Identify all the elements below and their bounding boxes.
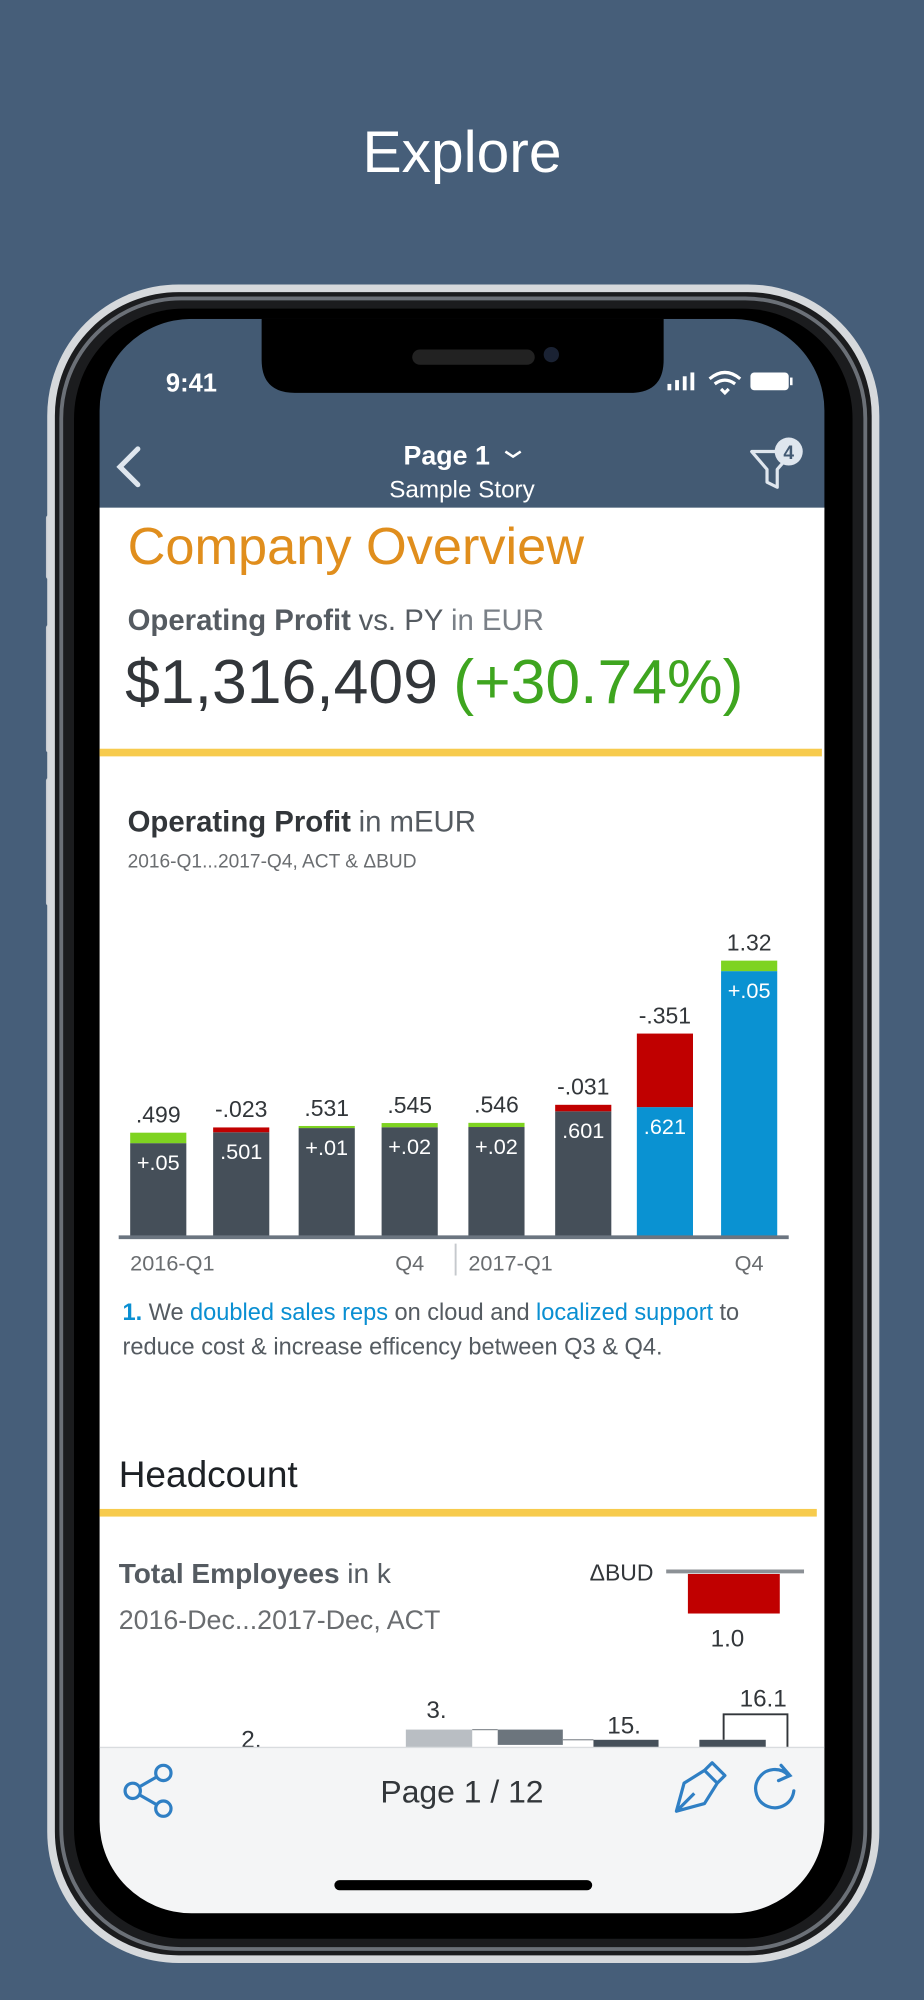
annotate-button[interactable]	[674, 1761, 727, 1813]
bar-base	[468, 1127, 525, 1238]
page-title: Explore	[362, 120, 561, 185]
section-divider	[99, 748, 822, 757]
bar-top-label: -.023	[215, 1096, 267, 1122]
filter-badge	[774, 437, 803, 466]
x-tick-label: Q4	[395, 1250, 424, 1275]
comment-part: on cloud and	[394, 1300, 529, 1326]
nav-page-chevron[interactable]	[504, 450, 522, 459]
overview-kpi-label: Operating Profit vs. PY in EUR	[128, 604, 544, 637]
partial-label: 2.	[241, 1726, 261, 1753]
headcount-kpi: Total Employees in k	[119, 1558, 392, 1589]
nav-page[interactable]: Page 1	[403, 440, 489, 470]
section-divider	[99, 1508, 817, 1517]
nav-story: Sample Story	[389, 476, 535, 503]
bar-base	[721, 971, 778, 1238]
comment-part: to	[719, 1300, 739, 1326]
bar-inner-label: +.02	[475, 1134, 518, 1159]
page-indicator: Page 1 / 12	[380, 1773, 543, 1809]
bar-delta	[213, 1127, 270, 1133]
bar-delta	[721, 960, 778, 972]
comment-part: doubled sales reps	[190, 1300, 388, 1326]
overview-title: Company Overview	[128, 518, 585, 576]
comment-part: 1.	[123, 1300, 143, 1326]
partial-bar	[497, 1729, 563, 1745]
bar-inner-label: +.05	[728, 978, 771, 1003]
delta-value: 1.0	[711, 1626, 745, 1653]
speaker	[412, 349, 535, 365]
bar-top-label: 1.32	[727, 929, 772, 955]
phone-frame-inner	[59, 296, 868, 1951]
bar-inner-label: .501	[220, 1139, 262, 1164]
kpi-change: (+30.74%)	[453, 647, 743, 717]
chart-title: Operating Profit	[128, 806, 352, 839]
delta-bar	[687, 1573, 780, 1614]
partial-label: 15.	[607, 1712, 641, 1739]
bar-base	[555, 1111, 612, 1238]
comment-part: reduce cost & increase efficency between…	[123, 1335, 663, 1361]
partial-bar	[593, 1739, 659, 1750]
chart-heading: Operating Profit in mEUR	[128, 806, 476, 839]
refresh-button[interactable]	[754, 1763, 796, 1810]
bar-delta	[636, 1033, 693, 1108]
bar-inner-label: +.05	[137, 1150, 180, 1175]
bar-inner-label: .621	[644, 1114, 686, 1139]
bar-top-label: .545	[387, 1092, 432, 1118]
headcount-kpi-label: Total Employees	[119, 1558, 340, 1589]
partial-label: 16.1	[740, 1686, 787, 1713]
screen: 9:41 Page 1 Sample Story 4 Company Overv…	[99, 318, 825, 1914]
wifi-icon	[708, 370, 742, 396]
bar-delta	[130, 1132, 187, 1144]
bar-top-label: .499	[136, 1101, 181, 1127]
partial-label: 3.	[426, 1697, 446, 1724]
partial-bar	[699, 1739, 766, 1750]
headcount-kpi-unit: in k	[347, 1558, 392, 1589]
back-button[interactable]	[116, 446, 141, 488]
home-indicator	[334, 1880, 593, 1891]
camera	[543, 346, 559, 363]
battery-icon	[750, 372, 789, 391]
share-button[interactable]	[123, 1763, 173, 1818]
delta-label: ΔBUD	[590, 1559, 654, 1585]
overview-kpi: $1,316,409 (+30.74%)	[125, 647, 743, 717]
comment-part: We	[149, 1300, 184, 1326]
kpi-unit: in EUR	[451, 604, 544, 637]
headcount-title: Headcount	[119, 1454, 299, 1495]
status-time: 9:41	[166, 370, 217, 398]
bar-inner-label: +.02	[388, 1134, 431, 1159]
bar-delta	[468, 1122, 525, 1128]
bar-delta	[381, 1123, 438, 1128]
comment-part: localized support	[536, 1300, 714, 1326]
bar-base	[636, 1107, 693, 1238]
bar-base	[213, 1132, 270, 1238]
bar-top-label: .531	[304, 1095, 349, 1121]
kpi-label: Operating Profit	[128, 604, 352, 637]
bar-top-label: -.031	[557, 1074, 609, 1100]
kpi-compare: vs. PY	[359, 604, 444, 637]
bar-inner-label: .601	[562, 1118, 604, 1143]
chart-comment: 1. We doubled sales reps on cloud and locali…	[123, 1300, 740, 1360]
bar-base	[381, 1127, 438, 1238]
partial-bar	[405, 1729, 473, 1750]
battery-tip	[789, 377, 793, 386]
bar-inner-label: +.01	[305, 1135, 348, 1160]
x-tick-label: 2016-Q1	[130, 1250, 214, 1275]
chart: .499 +.05 2016-Q1 -.023 .501 .531 +.01 .545 +.02…	[130, 929, 778, 1275]
kpi-value: $1,316,409	[125, 647, 438, 717]
headcount-period: 2016-Dec...2017-Dec, ACT	[119, 1605, 441, 1635]
filter-count: 4	[783, 443, 794, 464]
bar-delta	[298, 1125, 355, 1129]
bar-base	[130, 1143, 187, 1238]
bar-delta	[555, 1104, 612, 1112]
bar-top-label: -.351	[639, 1002, 691, 1028]
bar-base	[298, 1128, 355, 1238]
bracket	[722, 1713, 789, 1750]
bar-top-label: .546	[474, 1092, 519, 1118]
x-tick-label: 2017-Q1	[468, 1250, 552, 1275]
signal-icon	[667, 372, 695, 391]
chart-unit: in mEUR	[359, 806, 476, 839]
chart-subtitle: 2016-Q1...2017-Q4, ACT & ΔBUD	[128, 851, 417, 872]
x-tick-label: Q4	[735, 1250, 764, 1275]
